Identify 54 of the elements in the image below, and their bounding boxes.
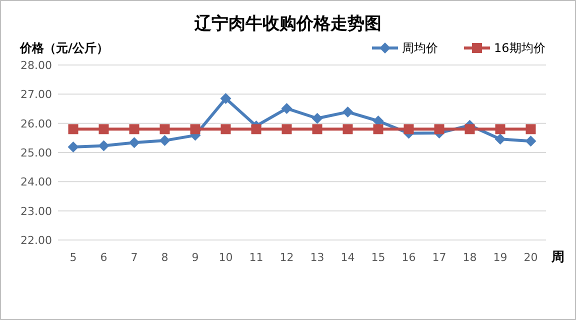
- point: [312, 112, 323, 124]
- point: [129, 124, 140, 134]
- x-tick-label: 15: [371, 251, 386, 264]
- x-tick-label: 20: [524, 251, 538, 264]
- point: [68, 124, 78, 134]
- legend-label: 周均价: [402, 41, 438, 55]
- point: [312, 124, 322, 134]
- point: [98, 140, 110, 152]
- point: [190, 124, 200, 134]
- point: [342, 106, 354, 118]
- x-tick-label: 10: [218, 251, 233, 264]
- point: [434, 124, 444, 134]
- x-tick-label: 5: [70, 251, 77, 264]
- y-tick-label: 22.00: [20, 234, 52, 247]
- x-tick-label: 17: [432, 251, 446, 264]
- point: [281, 102, 292, 114]
- y-tick-label: 26.00: [20, 117, 52, 130]
- point: [282, 124, 292, 134]
- x-tick-label: 8: [161, 251, 168, 264]
- y-tick-label: 23.00: [20, 204, 52, 218]
- point: [373, 124, 384, 134]
- point: [495, 124, 506, 134]
- point: [342, 124, 353, 134]
- y-axis-title: 价格（元/公斤）: [19, 41, 108, 55]
- x-tick-label: 7: [130, 251, 138, 264]
- x-tick-label: 11: [249, 251, 264, 264]
- point: [68, 141, 79, 152]
- point: [220, 93, 232, 104]
- point: [220, 124, 231, 134]
- point: [128, 137, 140, 148]
- y-tick-label: 24.00: [20, 176, 52, 189]
- x-tick-label: 13: [310, 251, 324, 264]
- x-axis-title: 周: [550, 250, 564, 265]
- y-tick-label: 28.00: [20, 59, 52, 72]
- chart-title: 辽宁肉牛收购价格走势图: [194, 14, 382, 34]
- point: [98, 124, 109, 134]
- legend-label: 16期均价: [494, 41, 546, 55]
- x-tick-label: 16: [402, 251, 416, 264]
- y-tick-label: 27.00: [20, 88, 52, 102]
- point: [494, 134, 506, 145]
- point: [159, 135, 170, 146]
- point: [526, 124, 536, 134]
- point: [404, 124, 414, 134]
- x-tick-label: 9: [192, 251, 199, 264]
- x-tick-label: 14: [340, 251, 355, 264]
- x-tick-label: 12: [280, 251, 294, 264]
- point: [251, 124, 262, 134]
- point: [464, 124, 475, 134]
- point: [525, 136, 536, 147]
- y-tick-label: 25.00: [20, 146, 52, 160]
- x-tick-label: 18: [462, 251, 477, 264]
- x-tick-label: 19: [493, 251, 508, 264]
- point: [160, 124, 170, 134]
- x-tick-label: 6: [100, 251, 108, 264]
